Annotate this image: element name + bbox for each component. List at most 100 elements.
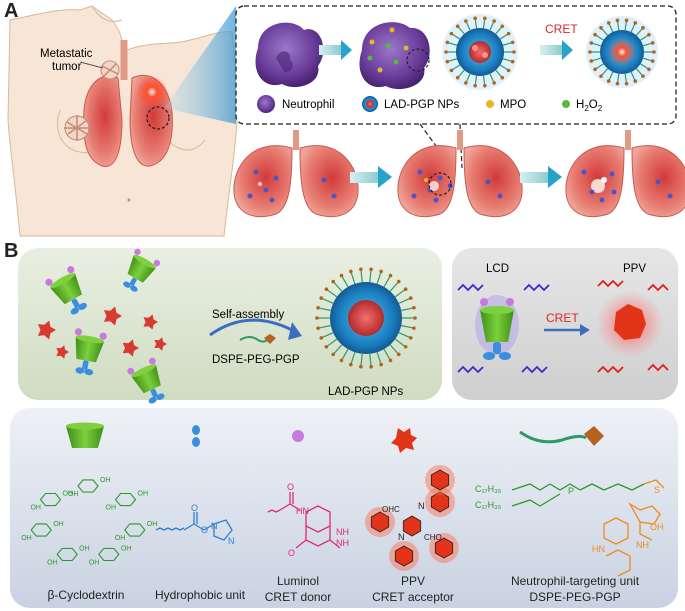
svg-text:OH: OH <box>79 545 90 552</box>
np-glowing <box>586 16 658 88</box>
dspe-label: DSPE-PEG-PGP <box>212 354 300 366</box>
lcd-label: LCD <box>486 263 509 275</box>
arrow-a2 <box>540 40 573 60</box>
legend-h2o2-dot <box>562 100 570 108</box>
lum-hn: HN <box>296 506 309 516</box>
ppv-ohc: OHC <box>382 505 400 514</box>
ppv-wave-3 <box>597 365 624 374</box>
ppv-n2: N <box>398 532 405 542</box>
hs-n2: N <box>228 536 235 546</box>
metastatic-label-2: tumor <box>52 61 82 73</box>
scattered-components <box>37 248 167 404</box>
ppv-wave-2 <box>647 283 669 292</box>
svg-text:OH: OH <box>106 505 117 512</box>
self-assembly-label: Self-assembly <box>212 309 284 321</box>
legend-mpo-dot <box>486 100 494 108</box>
svg-text:OH: OH <box>89 559 100 566</box>
ppv-wave-1 <box>597 279 624 288</box>
np-zoom <box>442 14 518 90</box>
legend-np-icon <box>362 96 378 112</box>
lcd-icon <box>475 295 519 360</box>
svg-text:OH: OH <box>121 545 132 552</box>
lum-o1: O <box>287 482 294 492</box>
self-assembly-arrow <box>209 318 293 337</box>
ppv-glow-icon <box>596 290 664 358</box>
dspe-structure <box>511 479 665 577</box>
legend-mpo-label: MPO <box>500 99 526 111</box>
ppv-cho: CHO <box>424 533 442 542</box>
zoom-circle-body <box>146 106 170 130</box>
dspe-peg-pgp-icon <box>519 426 604 446</box>
svg-text:OH: OH <box>21 535 32 542</box>
lcd-wave-2 <box>523 283 550 292</box>
neutrophil-plain <box>255 22 324 88</box>
hs-o2: O <box>191 503 198 513</box>
neutrophil-with-nps <box>359 22 430 90</box>
dspe-c17-2: C₁₇H₃₅ <box>475 500 502 510</box>
svg-text:OH: OH <box>53 521 64 528</box>
dspe-oh: OH <box>650 522 664 532</box>
np-spikes-glow <box>588 18 656 86</box>
lad-pgp-np-large <box>330 282 402 354</box>
svg-text:OH: OH <box>100 477 111 484</box>
metastatic-label-1: Metastatic <box>40 48 93 60</box>
ppv-label: PPV <box>623 263 646 275</box>
dspe-hn: HN <box>592 544 605 554</box>
svg-text:OH: OH <box>138 491 149 498</box>
panel-b-cret-bg <box>452 248 678 400</box>
lcd-wave-4 <box>521 365 548 374</box>
luminol-sphere-icon <box>292 430 304 442</box>
svg-text:OH: OH <box>68 491 79 498</box>
caption-luminol-2: CRET donor <box>264 590 332 604</box>
ppv-structure <box>365 465 459 571</box>
hs-n1: N <box>211 521 218 531</box>
legend-nps-label: LAD-PGP NPs <box>384 99 459 111</box>
svg-text:OH: OH <box>147 521 158 528</box>
cret-label-a: CRET <box>545 22 578 36</box>
metastatic-pointer <box>79 61 104 69</box>
lum-nh1: NH <box>336 538 349 548</box>
human-torso <box>7 5 239 237</box>
caption-beta-cd: β-Cyclodextrin <box>47 588 125 602</box>
caption-ppv-2: CRET acceptor <box>372 590 454 604</box>
caption-ppv-1: PPV <box>400 574 425 588</box>
lcd-wave-3 <box>457 365 484 374</box>
cd-cup-icon <box>66 422 104 448</box>
lcd-wave-1 <box>457 283 484 292</box>
svg-text:OH: OH <box>30 505 41 512</box>
lum-o2: O <box>288 548 295 558</box>
ppv-n1: N <box>418 501 425 511</box>
ppv-wave-4 <box>647 363 669 372</box>
svg-text:OH: OH <box>62 491 73 498</box>
legend-neutrophil <box>257 95 275 113</box>
cret-glow-body <box>136 76 168 108</box>
luminol-structure <box>267 492 341 549</box>
np-spikes <box>444 16 516 88</box>
zoom-beam <box>164 6 236 124</box>
svg-text:OH: OH <box>47 559 58 566</box>
panel-a-letter: A <box>4 0 19 22</box>
hs-o1: O <box>201 525 208 535</box>
caption-neutro-1: Neutrophil-targeting unit <box>510 574 640 588</box>
svg-text:OH: OH <box>115 535 126 542</box>
ppv-icon <box>391 428 417 453</box>
hydrophobic-icon <box>192 425 200 447</box>
dspe-c17-1: C₁₇H₃₅ <box>475 484 502 494</box>
np-large-spikes <box>315 267 417 369</box>
caption-luminol-1: Luminol <box>276 574 320 588</box>
arrow-lung-2 <box>520 166 562 188</box>
dspe-p: P <box>568 486 574 496</box>
caption-neutro-2: DSPE-PEG-PGP <box>529 590 621 604</box>
cret-label-b: CRET <box>546 311 579 325</box>
caption-hydrophobic: Hydrophobic unit <box>154 588 246 602</box>
lum-nh2: NH <box>336 527 349 537</box>
legend-h2o2-label: H2O2 <box>576 99 603 113</box>
np-large-label: LAD-PGP NPs <box>328 386 403 398</box>
hydrophobic-structure <box>155 512 233 541</box>
dspe-mini-icon <box>239 336 271 343</box>
dspe-s: S <box>654 485 660 495</box>
dspe-nh: NH <box>636 540 649 550</box>
arrow-lung-1 <box>350 166 392 188</box>
